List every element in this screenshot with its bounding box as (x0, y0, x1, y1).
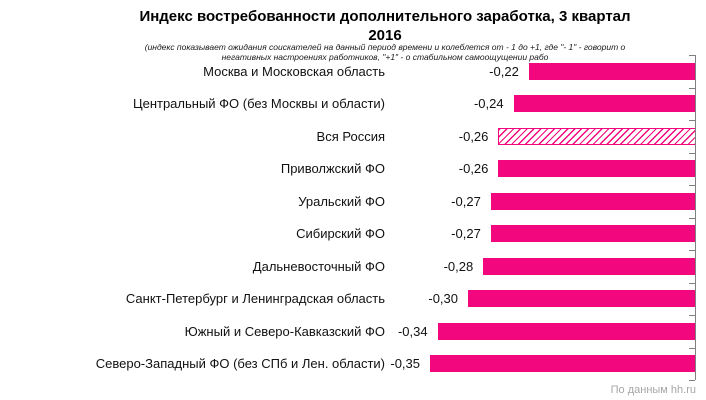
value-label: -0,27 (451, 193, 481, 209)
axis-tick (689, 120, 695, 121)
chart-subtitle: (индекс показывает ожидания соискателей … (65, 42, 705, 62)
bar (490, 225, 696, 243)
bar (528, 62, 696, 80)
axis-tick (689, 55, 695, 56)
category-label: Дальневосточный ФО (252, 258, 385, 274)
value-label: -0,35 (390, 356, 420, 372)
axis-tick (689, 152, 695, 154)
bar-hatched (498, 127, 696, 145)
value-label: -0,30 (428, 291, 458, 307)
category-label: Северо-Западный ФО (без СПб и Лен. облас… (95, 356, 385, 372)
axis-tick (689, 87, 695, 89)
axis-tick (689, 315, 695, 316)
bar (468, 290, 696, 308)
axis-tick (689, 380, 695, 381)
axis-tick (689, 217, 695, 219)
source-note: По данным hh.ru (610, 384, 696, 396)
chart-title-line1: Индекс востребованности дополнительного … (139, 8, 631, 25)
category-label: Сибирский ФО (296, 226, 385, 242)
category-label: Вся Россия (316, 128, 385, 144)
value-axis-line (695, 55, 696, 380)
value-label: -0,24 (473, 96, 504, 112)
category-label: Южный и Северо-Кавказский ФО (184, 323, 385, 339)
axis-tick (689, 282, 695, 284)
category-label: Уральский ФО (298, 193, 385, 209)
category-label: Центральный ФО (без Москвы и области) (132, 96, 385, 112)
value-label: -0,28 (443, 258, 474, 274)
bar (513, 95, 696, 113)
value-label: -0,22 (489, 63, 519, 79)
bar (437, 322, 696, 340)
bar (490, 192, 696, 210)
axis-tick (689, 185, 695, 186)
value-label: -0,26 (458, 128, 489, 144)
value-label: -0,26 (458, 161, 489, 177)
chart-title: Индекс востребованности дополнительного … (65, 7, 705, 45)
chart-title-line2: 2016 (368, 27, 402, 44)
category-label: Приволжский ФО (280, 161, 385, 177)
axis-tick (689, 347, 695, 349)
chart-subtitle-line2: негативных настроениях работников, "+1" … (221, 52, 549, 62)
category-label: Санкт-Петербург и Ленинградская область (125, 291, 385, 307)
bar (483, 257, 696, 275)
bar (498, 160, 696, 178)
value-label: -0,34 (397, 323, 428, 339)
axis-tick (689, 250, 695, 251)
chart-subtitle-line1: (индекс показывает ожидания соискателей … (144, 42, 626, 52)
category-label: Москва и Московская область (203, 63, 385, 79)
value-label: -0,27 (451, 226, 481, 242)
bar (430, 355, 696, 373)
